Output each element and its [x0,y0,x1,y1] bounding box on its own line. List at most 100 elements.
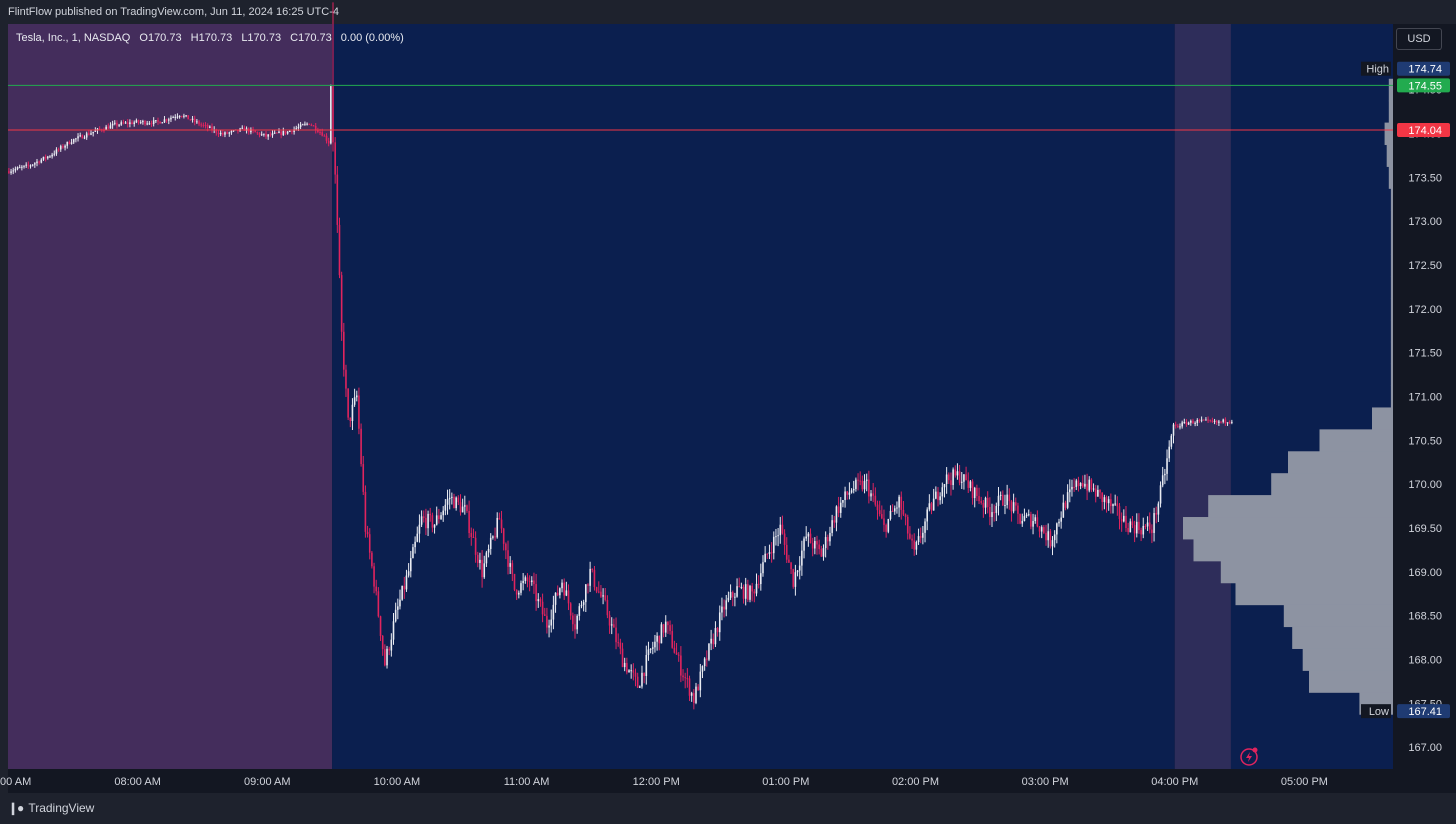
volume-profile-bar-24 [1283,604,1393,628]
candle-body [636,676,639,688]
currency-button[interactable]: USD [1396,28,1442,50]
candle-body [788,559,790,563]
candle-body [526,577,529,582]
candle-body [941,487,944,497]
candle-body [790,562,792,570]
volume-profile-bar-12 [1390,341,1393,365]
candle-body [161,122,164,124]
candle-body [211,126,213,131]
candle-body [1002,494,1004,506]
candle-body [34,163,36,165]
candle-body [267,134,269,137]
candle-body [945,474,948,485]
candle-body [960,481,963,483]
candle-body [59,146,62,150]
candle-body [1177,425,1179,427]
candle-body [157,120,159,122]
candle-body [1081,483,1084,487]
candle-body [435,515,438,525]
high-value-badge-bg [1397,61,1450,76]
candle-body [986,497,989,507]
candle-body [412,547,414,559]
candle-body [200,124,203,126]
candle-body [723,606,725,610]
candle-body [64,145,66,148]
candle-body [1027,514,1030,516]
volume-profile-bar-27 [1309,670,1393,693]
candle-body [116,122,118,126]
candle-body [373,566,375,587]
candle-body [66,141,69,146]
candle-body [418,524,421,534]
x-tick-label: 08:00 AM [114,776,160,788]
x-tick-label: 02:00 PM [892,776,939,788]
candle-body [474,537,477,555]
candle-body [565,590,568,596]
candle-body [563,582,565,596]
candle-body [699,671,702,691]
candle-body [651,647,654,649]
candle-body [574,624,576,630]
candle-body [647,649,650,655]
candle-body [980,501,983,503]
candle-body [569,603,572,616]
candle-body [604,595,607,600]
candle-body [919,536,922,538]
candle-body [1211,420,1214,422]
candle-body [144,121,146,125]
candle-body [991,512,993,518]
candle-body [1077,480,1080,487]
volume-profile-bar-26 [1302,648,1393,671]
candle-body [62,146,64,148]
candle-body [554,592,557,605]
volume-profile-bar-16 [1319,429,1393,452]
candle-body [600,591,602,597]
candle-body [1207,419,1209,421]
candle-body [963,474,965,482]
candle-body [79,135,82,137]
candle-body [1116,503,1119,507]
candle-body [649,648,652,650]
candle-body [217,132,220,135]
candle-body [610,624,613,626]
candle-body [587,584,589,586]
candle-body [1036,517,1039,527]
candle-body [837,506,840,513]
candle-body [947,474,950,481]
candle-body [215,129,218,133]
low-value-badge: 167.41 [1408,706,1442,718]
candle-body [969,481,972,488]
candle-body [561,582,563,589]
candle-body [485,552,488,564]
candle-body [783,533,786,545]
candle-body [515,589,518,595]
legend-open: O170.73 [139,32,182,44]
candle-body [81,135,84,139]
candle-body [507,550,509,567]
candle-body [1218,421,1220,423]
candle-body [900,496,903,510]
candle-body [1084,483,1086,487]
legend-symbol[interactable]: Tesla, Inc., 1, NASDAQ [16,32,131,44]
candle-body [727,597,730,601]
candle-body [1099,489,1101,493]
tradingview-brand[interactable]: ❙● TradingView [8,801,94,815]
candle-body [113,122,116,124]
candle-body [327,140,330,144]
candle-body [49,156,51,158]
price-axis-bg [1393,24,1456,769]
candle-body [1112,504,1114,507]
volume-profile-bar-6 [1390,210,1393,233]
candle-body [954,469,957,476]
candle-body [330,86,332,144]
volume-profile-bar-3 [1386,144,1393,167]
candle-body [669,625,671,632]
candle-body [842,500,844,503]
candle-body [284,131,287,134]
candle-body [288,131,291,133]
candle-body [461,506,464,513]
x-tick-label: 12:00 PM [633,776,680,788]
candle-body [1198,419,1201,421]
candle-body [833,520,836,523]
